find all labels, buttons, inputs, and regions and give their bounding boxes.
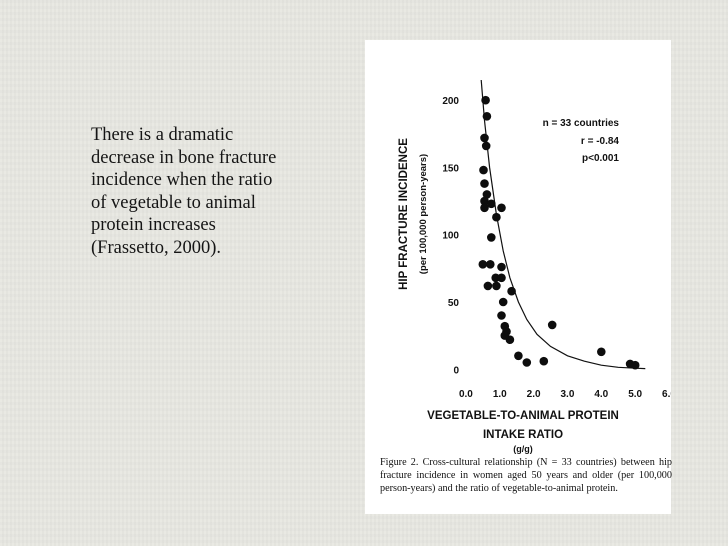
data-point (497, 203, 506, 213)
data-point (539, 356, 549, 366)
tick-labels: 0 50 100 150 200 0.0 1.0 2.0 3.0 4.0 5.0 6.0 (442, 96, 671, 400)
annotation-p: p<0.001 (582, 153, 619, 164)
fit-curve (480, 79, 646, 370)
y-axis-unit: (per 100,000 person-years) (418, 154, 429, 274)
x-tick-label: 6.0 (662, 389, 671, 400)
data-points (478, 95, 640, 370)
data-point (487, 199, 496, 209)
x-tick-label: 3.0 (561, 389, 575, 400)
data-point (507, 286, 516, 296)
data-point (497, 262, 506, 272)
data-point (630, 360, 640, 370)
x-axis-label-line2: INTAKE RATIO (483, 429, 563, 441)
figure-panel: 0 50 100 150 200 0.0 1.0 2.0 3.0 4.0 5.0 6.0 HIP FR… (365, 40, 671, 514)
scatter-chart: 0 50 100 150 200 0.0 1.0 2.0 3.0 4.0 5.0 6.0 HIP FR… (398, 79, 671, 454)
data-point (486, 260, 495, 269)
data-point (479, 165, 488, 175)
data-point (487, 233, 496, 242)
data-point (492, 212, 501, 222)
data-point (480, 179, 489, 188)
data-point (481, 141, 491, 151)
slide-text: There is a dramatic decrease in bone fra… (91, 125, 277, 258)
x-tick-label: 5.0 (628, 389, 642, 400)
data-point (497, 311, 506, 320)
x-axis-label: VEGETABLE-TO-ANIMAL PROTEIN (427, 410, 619, 422)
figure-caption: Figure 2. Cross-cultural relationship (N… (380, 456, 672, 495)
annotation-r: r = -0.84 (581, 136, 620, 147)
caption-body: Cross-cultural relationship (N = 33 coun… (380, 457, 672, 494)
y-tick-label: 150 (442, 163, 459, 174)
x-tick-label: 2.0 (527, 389, 541, 400)
data-point (522, 358, 532, 367)
data-point (478, 260, 488, 269)
data-point (514, 351, 523, 361)
data-point (480, 196, 489, 206)
x-tick-label: 4.0 (594, 389, 608, 400)
data-point (497, 273, 506, 283)
x-tick-label: 0.0 (459, 389, 473, 400)
data-point (492, 281, 501, 291)
y-tick-label: 50 (448, 298, 460, 309)
y-tick-label: 100 (442, 231, 459, 242)
data-point (500, 331, 510, 340)
x-tick-label: 1.0 (493, 389, 507, 400)
y-tick-label: 200 (442, 96, 459, 107)
data-point (480, 203, 489, 213)
y-axis-label: HIP FRACTURE INCIDENCE (398, 138, 410, 290)
data-point (483, 281, 493, 291)
data-point (498, 297, 508, 307)
caption-prefix: Figure 2. (380, 457, 419, 468)
data-point (482, 190, 492, 199)
data-point (481, 95, 490, 105)
x-axis-unit: (g/g) (513, 444, 533, 454)
annotation-n: n = 33 countries (543, 118, 620, 129)
data-point (597, 347, 606, 357)
y-tick-label: 0 (453, 365, 459, 376)
data-point (480, 133, 489, 143)
data-point (547, 320, 557, 330)
data-point (482, 112, 492, 121)
